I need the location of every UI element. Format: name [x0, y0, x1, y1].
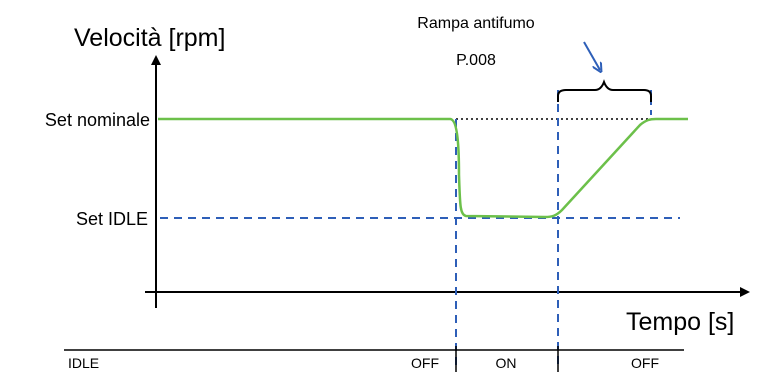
x-axis-label: Tempo [s]	[626, 308, 734, 336]
level-label-set-nominale: Set nominale	[45, 110, 150, 130]
speed-curve	[158, 117, 688, 219]
state-off-after: OFF	[631, 355, 659, 371]
ramp-curly-brace	[557, 79, 652, 102]
annotation-parameter-code: P.008	[456, 52, 496, 69]
level-label-set-idle: Set IDLE	[76, 209, 148, 229]
annotation-rampa-antifumo: Rampa antifumo	[417, 15, 534, 32]
state-row-label-idle: IDLE	[68, 355, 99, 371]
state-off-before: OFF	[411, 355, 439, 371]
y-axis-label: Velocità [rpm]	[74, 24, 225, 52]
annotation-arrow	[583, 41, 600, 70]
state-on: ON	[496, 355, 517, 371]
